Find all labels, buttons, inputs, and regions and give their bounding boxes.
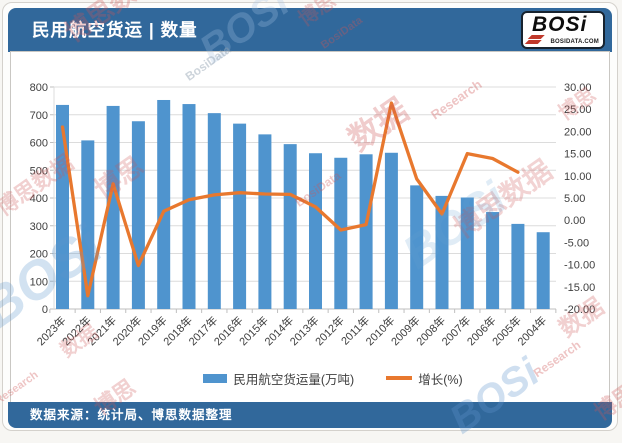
bar-2016年 xyxy=(233,123,247,309)
left-axis-tick-label: 700 xyxy=(30,110,48,122)
legend-bar-swatch-icon xyxy=(203,373,228,383)
x-axis-label: 2004年 xyxy=(514,313,549,348)
chart-legend: 民用航空货运量(万吨) 增长(%) xyxy=(11,367,609,389)
right-axis-tick-label: 30.00 xyxy=(564,82,592,94)
logo-stripe-icon xyxy=(528,34,545,38)
right-axis-tick-label: -10.00 xyxy=(564,260,595,272)
right-axis-tick-label: -5.00 xyxy=(564,237,589,249)
bar-2010年 xyxy=(384,152,398,309)
bar-2004年 xyxy=(536,232,550,309)
growth-line xyxy=(60,101,520,298)
bar-2018年 xyxy=(182,104,196,309)
bar-2008年 xyxy=(435,195,449,309)
right-axis-tick-label: 25.00 xyxy=(564,104,592,116)
legend-item-cargo: 民用航空货运量(万吨) xyxy=(203,369,354,388)
bar-2011年 xyxy=(359,154,373,309)
legend-bar-label: 民用航空货运量(万吨) xyxy=(233,372,355,387)
right-axis-tick-label: -20.00 xyxy=(564,304,595,316)
chart-svg: 800 700 600 500 400 300 200 100 0 30.00 25.00 20.00… xyxy=(30,82,596,348)
bar-2021年 xyxy=(106,105,120,309)
left-axis-tick-label: 100 xyxy=(30,276,48,288)
left-axis-tick-label: 800 xyxy=(30,82,48,94)
left-axis-tick-label: 500 xyxy=(30,165,48,177)
bar-2020年 xyxy=(131,121,145,309)
bar-2014年 xyxy=(283,144,297,309)
bar-2005年 xyxy=(511,223,525,309)
left-axis-tick-label: 400 xyxy=(30,193,48,205)
right-axis-tick-label: 0.00 xyxy=(564,215,585,227)
bar-2017年 xyxy=(207,113,221,309)
footer-bar: 数据来源：统计局、博思数据整理 xyxy=(8,402,612,428)
right-axis-tick-label: 20.00 xyxy=(564,126,592,138)
legend-line-swatch-icon xyxy=(386,376,413,380)
legend-item-growth: 增长(%) xyxy=(362,369,463,388)
logo-stripe-icon xyxy=(525,39,542,43)
left-axis-tick-label: 200 xyxy=(30,249,48,261)
bosi-logo: BOSi BOSIDATA.COM xyxy=(521,11,605,49)
left-axis-tick-label: 300 xyxy=(30,221,48,233)
bar-2022年 xyxy=(81,140,95,309)
right-axis-tick-label: 10.00 xyxy=(564,171,592,183)
chart-panel: 800 700 600 500 400 300 200 100 0 30.00 25.00 20.00… xyxy=(10,51,610,403)
report-card: 民用航空货运 | 数量 BOSi BOSIDATA.COM 800 700 600 5… xyxy=(2,2,618,431)
bar-2015年 xyxy=(258,134,272,309)
left-axis-tick-label: 0 xyxy=(42,304,48,316)
bar-2009年 xyxy=(410,185,424,309)
right-axis-tick-label: 15.00 xyxy=(564,149,592,161)
bar-2006年 xyxy=(486,212,500,309)
right-axis-tick-label: -15.00 xyxy=(564,282,595,294)
page-title: 民用航空货运 | 数量 xyxy=(32,20,198,40)
left-axis-tick-label: 600 xyxy=(30,138,48,150)
bar-2013年 xyxy=(309,153,322,309)
bosi-logo-text: BOSi xyxy=(532,13,588,36)
bar-2007年 xyxy=(460,197,474,309)
data-source-text: 数据来源：统计局、博思数据整理 xyxy=(30,408,233,422)
bar-2012年 xyxy=(334,157,348,309)
bosi-logo-subtext: BOSIDATA.COM xyxy=(550,39,599,45)
right-axis-tick-label: 5.00 xyxy=(564,193,585,205)
bar-2019年 xyxy=(157,99,171,309)
header-bar: 民用航空货运 | 数量 BOSi BOSIDATA.COM xyxy=(8,8,612,52)
legend-line-label: 增长(%) xyxy=(418,372,463,387)
